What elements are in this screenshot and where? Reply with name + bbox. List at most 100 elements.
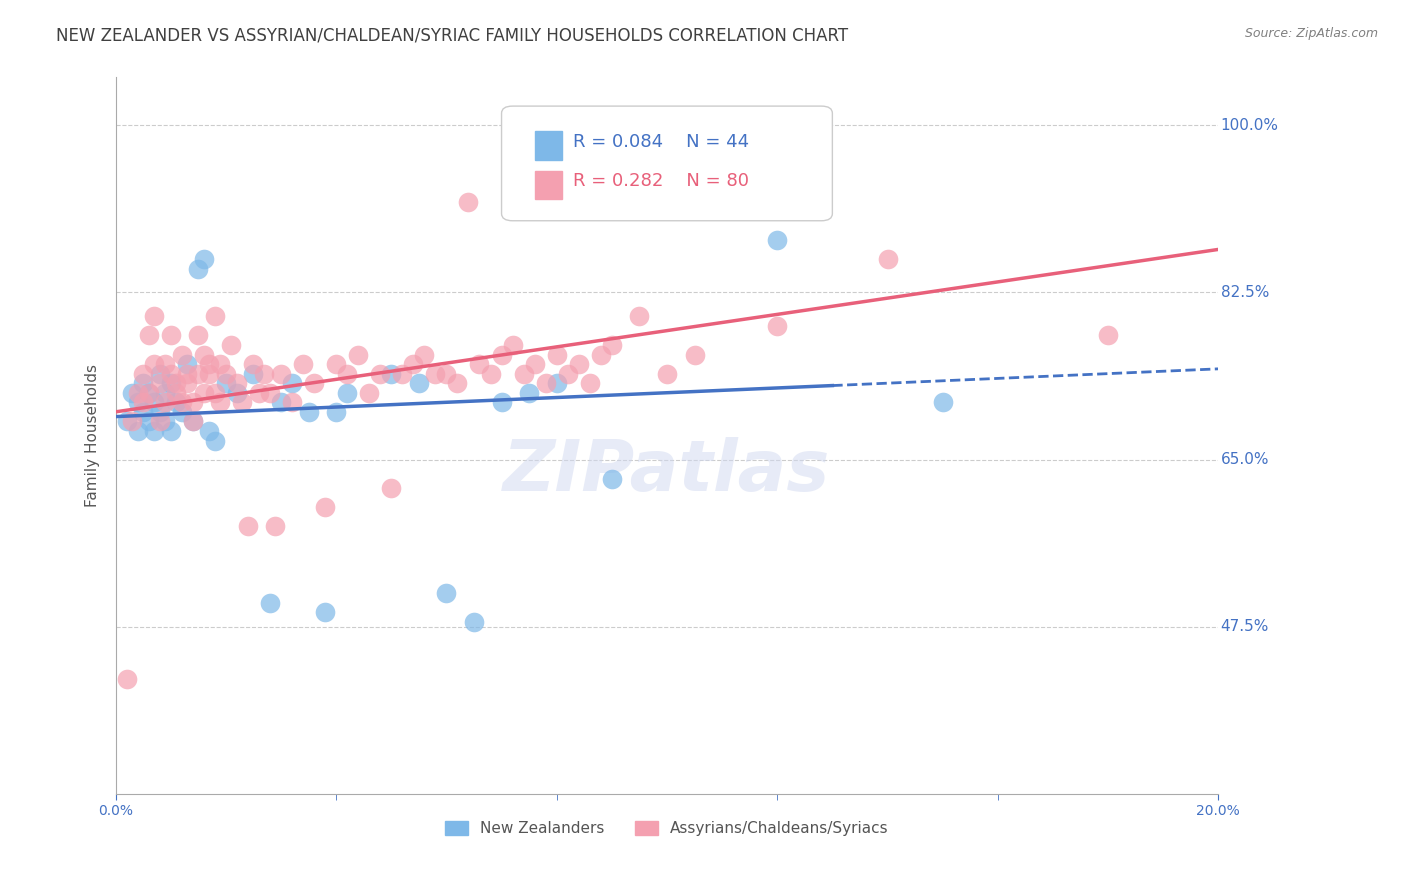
Point xyxy=(436,367,458,381)
Point xyxy=(259,596,281,610)
Text: NEW ZEALANDER VS ASSYRIAN/CHALDEAN/SYRIAC FAMILY HOUSEHOLDS CORRELATION CHART: NEW ZEALANDER VS ASSYRIAN/CHALDEAN/SYRIA… xyxy=(56,27,848,45)
Point xyxy=(270,395,292,409)
Point xyxy=(408,376,430,391)
Point xyxy=(176,367,198,381)
Bar xyxy=(534,170,562,199)
Point xyxy=(159,424,181,438)
Point xyxy=(127,395,149,409)
Point xyxy=(127,385,149,400)
Point xyxy=(198,367,221,381)
Point xyxy=(198,357,221,371)
Point xyxy=(479,367,502,381)
Point xyxy=(132,395,155,409)
Point xyxy=(204,385,226,400)
Point xyxy=(468,357,491,371)
Text: 100.0%: 100.0% xyxy=(1220,118,1278,133)
Point xyxy=(253,367,276,381)
Point xyxy=(176,357,198,371)
Point xyxy=(380,367,402,381)
Point xyxy=(242,367,264,381)
Point xyxy=(292,357,315,371)
Point xyxy=(236,519,259,533)
Text: ZIPatlas: ZIPatlas xyxy=(503,437,831,506)
Point xyxy=(546,347,568,361)
Point xyxy=(546,376,568,391)
FancyBboxPatch shape xyxy=(502,106,832,220)
Point xyxy=(281,376,304,391)
Point xyxy=(491,347,513,361)
Point xyxy=(132,376,155,391)
Point xyxy=(336,385,359,400)
Point xyxy=(512,367,534,381)
Text: 65.0%: 65.0% xyxy=(1220,452,1270,467)
Point xyxy=(225,385,247,400)
Point xyxy=(380,481,402,495)
Point xyxy=(143,395,166,409)
Point xyxy=(138,385,160,400)
Point xyxy=(181,414,204,428)
Point xyxy=(193,385,215,400)
Point xyxy=(523,357,546,371)
Point xyxy=(463,615,485,629)
Point xyxy=(149,405,172,419)
Point xyxy=(457,194,479,209)
Point xyxy=(325,405,347,419)
Point xyxy=(153,385,176,400)
Point xyxy=(215,367,238,381)
Point xyxy=(187,367,209,381)
Point xyxy=(425,367,447,381)
Point xyxy=(143,424,166,438)
Legend: New Zealanders, Assyrians/Chaldeans/Syriacs: New Zealanders, Assyrians/Chaldeans/Syri… xyxy=(437,814,897,844)
Point xyxy=(121,385,143,400)
Bar xyxy=(534,131,562,160)
Point xyxy=(557,367,579,381)
Point xyxy=(270,367,292,381)
Point xyxy=(655,367,678,381)
Point xyxy=(209,395,232,409)
Point xyxy=(766,233,789,247)
Point xyxy=(127,424,149,438)
Point xyxy=(446,376,468,391)
Y-axis label: Family Households: Family Households xyxy=(86,364,100,508)
Point xyxy=(302,376,325,391)
Point xyxy=(204,434,226,448)
Point xyxy=(149,376,172,391)
Point xyxy=(149,414,172,428)
Point xyxy=(159,376,181,391)
Point xyxy=(215,376,238,391)
Point xyxy=(600,338,623,352)
Point xyxy=(359,385,381,400)
Point xyxy=(187,328,209,343)
Point xyxy=(165,385,187,400)
Point xyxy=(193,252,215,266)
Point xyxy=(402,357,425,371)
Point xyxy=(281,395,304,409)
Text: R = 0.084    N = 44: R = 0.084 N = 44 xyxy=(574,133,749,151)
Point xyxy=(149,367,172,381)
Point xyxy=(221,338,243,352)
Point xyxy=(683,347,706,361)
Point xyxy=(121,414,143,428)
Point xyxy=(181,414,204,428)
Point xyxy=(193,347,215,361)
Text: 47.5%: 47.5% xyxy=(1220,619,1270,634)
Point xyxy=(159,328,181,343)
Point xyxy=(314,500,336,515)
Point xyxy=(209,357,232,371)
Point xyxy=(264,519,287,533)
Point xyxy=(198,424,221,438)
Point xyxy=(170,405,193,419)
Point xyxy=(143,310,166,324)
Point xyxy=(187,261,209,276)
Point xyxy=(259,385,281,400)
Text: Source: ZipAtlas.com: Source: ZipAtlas.com xyxy=(1244,27,1378,40)
Point xyxy=(876,252,898,266)
Point xyxy=(628,310,651,324)
Point xyxy=(589,347,612,361)
Point xyxy=(225,376,247,391)
Point xyxy=(336,367,359,381)
Point xyxy=(1097,328,1119,343)
Point xyxy=(153,414,176,428)
Point xyxy=(247,385,270,400)
Point xyxy=(132,367,155,381)
